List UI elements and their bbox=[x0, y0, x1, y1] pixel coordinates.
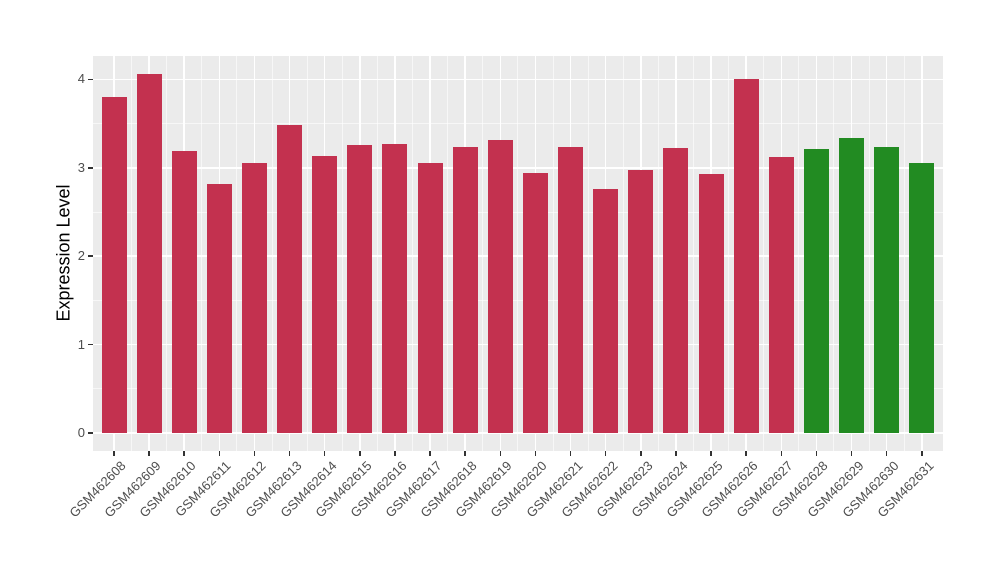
x-tick-mark bbox=[921, 451, 923, 456]
bar-GSM462611 bbox=[206, 183, 232, 433]
x-tick-mark bbox=[815, 451, 818, 456]
x-tick-mark bbox=[394, 451, 396, 456]
x-tick-mark bbox=[780, 451, 783, 456]
x-tick-mark bbox=[429, 451, 431, 456]
y-tick-label: 3 bbox=[77, 159, 85, 175]
bar-GSM462631 bbox=[909, 162, 935, 433]
x-tick-mark bbox=[183, 451, 185, 456]
gridline-minor-vertical bbox=[201, 56, 203, 451]
bar-GSM462628 bbox=[803, 149, 829, 433]
bar-GSM462616 bbox=[382, 143, 408, 433]
y-tick-label: 2 bbox=[77, 248, 85, 264]
gridline-minor-vertical bbox=[622, 56, 624, 451]
bar-GSM462622 bbox=[593, 189, 619, 433]
bar-GSM462624 bbox=[663, 148, 689, 433]
bar-GSM462610 bbox=[171, 151, 197, 433]
x-tick-mark bbox=[499, 451, 502, 456]
gridline-minor-vertical bbox=[903, 56, 905, 451]
gridline-minor-vertical bbox=[833, 56, 835, 451]
x-tick-mark bbox=[604, 451, 607, 456]
x-tick-mark bbox=[710, 451, 712, 456]
bar-GSM462623 bbox=[628, 170, 654, 433]
y-tick-label: 0 bbox=[77, 425, 85, 440]
x-tick-mark bbox=[885, 451, 888, 456]
x-tick-mark bbox=[288, 451, 291, 456]
bar-GSM462609 bbox=[136, 74, 162, 433]
bar-GSM462619 bbox=[487, 139, 513, 433]
gridline-minor-vertical bbox=[306, 56, 308, 451]
gridline-minor-vertical bbox=[376, 56, 378, 451]
x-tick-mark bbox=[218, 451, 221, 456]
gridline-minor-vertical bbox=[763, 56, 765, 451]
gridline-minor-vertical bbox=[587, 56, 589, 451]
bar-GSM462620 bbox=[522, 173, 548, 433]
y-tick-mark bbox=[88, 432, 93, 434]
bar-GSM462613 bbox=[277, 125, 303, 433]
bar-GSM462617 bbox=[417, 162, 443, 433]
bar-GSM462608 bbox=[101, 97, 127, 433]
gridline-minor-vertical bbox=[552, 56, 554, 451]
x-tick-mark bbox=[675, 451, 677, 456]
x-tick-mark bbox=[323, 451, 326, 456]
x-tick-mark bbox=[113, 451, 115, 456]
x-tick-mark bbox=[850, 451, 853, 456]
gridline-minor-vertical bbox=[798, 56, 800, 451]
bar-GSM462630 bbox=[874, 146, 900, 433]
bar-GSM462612 bbox=[241, 163, 267, 433]
x-tick-mark bbox=[745, 451, 747, 456]
gridline-minor-vertical bbox=[131, 56, 133, 451]
gridline-minor-vertical bbox=[692, 56, 694, 451]
gridline-minor-vertical bbox=[868, 56, 870, 451]
x-tick-mark bbox=[640, 451, 642, 456]
gridline-minor-vertical bbox=[657, 56, 659, 451]
y-tick-mark bbox=[88, 343, 93, 346]
gridline-minor-vertical bbox=[517, 56, 519, 451]
y-tick-mark bbox=[88, 255, 93, 257]
bar-GSM462629 bbox=[839, 137, 865, 433]
y-tick-mark bbox=[88, 167, 93, 169]
x-tick-mark bbox=[359, 451, 361, 456]
x-tick-mark bbox=[534, 451, 537, 456]
bar-GSM462627 bbox=[768, 157, 794, 433]
y-tick-label: 1 bbox=[77, 336, 85, 352]
gridline-minor-vertical bbox=[412, 56, 414, 451]
x-tick-mark bbox=[148, 451, 150, 456]
y-tick-mark bbox=[88, 78, 93, 81]
x-tick-mark bbox=[253, 451, 256, 456]
gridline-minor-vertical bbox=[271, 56, 273, 451]
gridline-minor-vertical bbox=[728, 56, 730, 451]
bar-GSM462615 bbox=[347, 144, 373, 433]
bar-GSM462626 bbox=[733, 78, 759, 433]
x-tick-mark bbox=[464, 451, 466, 456]
gridline-minor-vertical bbox=[482, 56, 484, 451]
gridline-minor-vertical bbox=[236, 56, 238, 451]
y-tick-label: 4 bbox=[77, 71, 85, 87]
bar-GSM462614 bbox=[312, 156, 338, 433]
plot-panel bbox=[93, 56, 943, 451]
gridline-minor-vertical bbox=[341, 56, 343, 451]
gridline-minor-vertical bbox=[447, 56, 449, 451]
gridline-minor-vertical bbox=[166, 56, 168, 451]
bar-GSM462618 bbox=[452, 146, 478, 433]
bar-GSM462625 bbox=[698, 174, 724, 433]
bar-GSM462621 bbox=[558, 146, 584, 433]
x-tick-mark bbox=[569, 451, 572, 456]
